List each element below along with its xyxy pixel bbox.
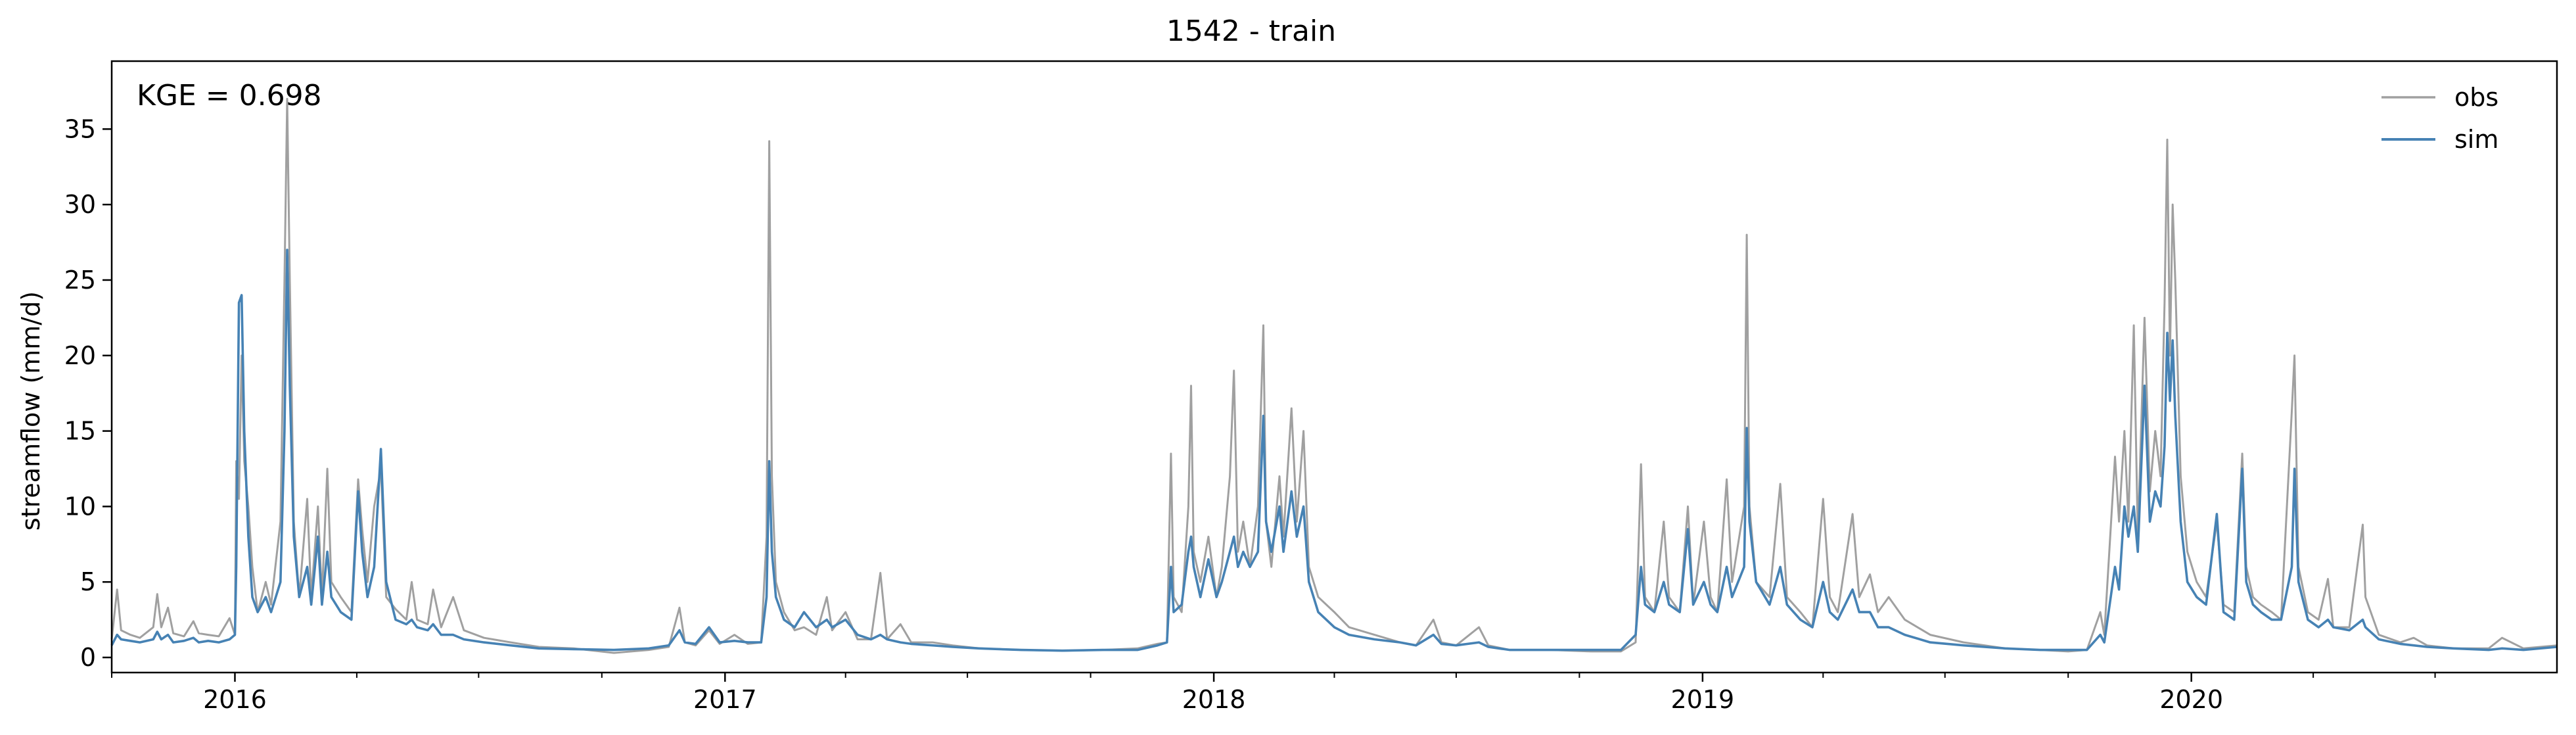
legend-obs-label: obs — [2454, 83, 2498, 112]
y-tick-label: 15 — [64, 417, 96, 446]
y-axis-ticks: 0 5 10 15 20 25 30 35 — [64, 114, 112, 672]
plot-frame — [110, 60, 2558, 674]
y-axis-label: streamflow (mm/d) — [16, 291, 45, 531]
y-tick-label: 0 — [80, 643, 96, 672]
chart-title: 1542 - train — [1166, 14, 1336, 48]
y-tick-label: 20 — [64, 341, 96, 370]
plot-area — [110, 97, 2558, 654]
y-tick-label: 30 — [64, 190, 96, 219]
x-tick-label: 2017 — [693, 685, 757, 714]
kge-annotation: KGE = 0.698 — [137, 79, 322, 112]
legend: obs sim — [2381, 83, 2498, 154]
x-tick-label: 2020 — [2159, 685, 2223, 714]
legend-sim-label: sim — [2454, 125, 2498, 154]
y-tick-label: 35 — [64, 114, 96, 143]
y-tick-label: 5 — [80, 567, 96, 596]
x-tick-label: 2018 — [1182, 685, 1246, 714]
y-tick-label: 25 — [64, 266, 96, 295]
y-tick-label: 10 — [64, 492, 96, 521]
x-axis-ticks: 2016 2017 2018 2019 2020 — [111, 673, 2436, 714]
x-tick-label: 2019 — [1671, 685, 1735, 714]
x-tick-label: 2016 — [203, 685, 267, 714]
series-line-obs — [110, 97, 2558, 654]
series-line-sim — [110, 249, 2558, 652]
